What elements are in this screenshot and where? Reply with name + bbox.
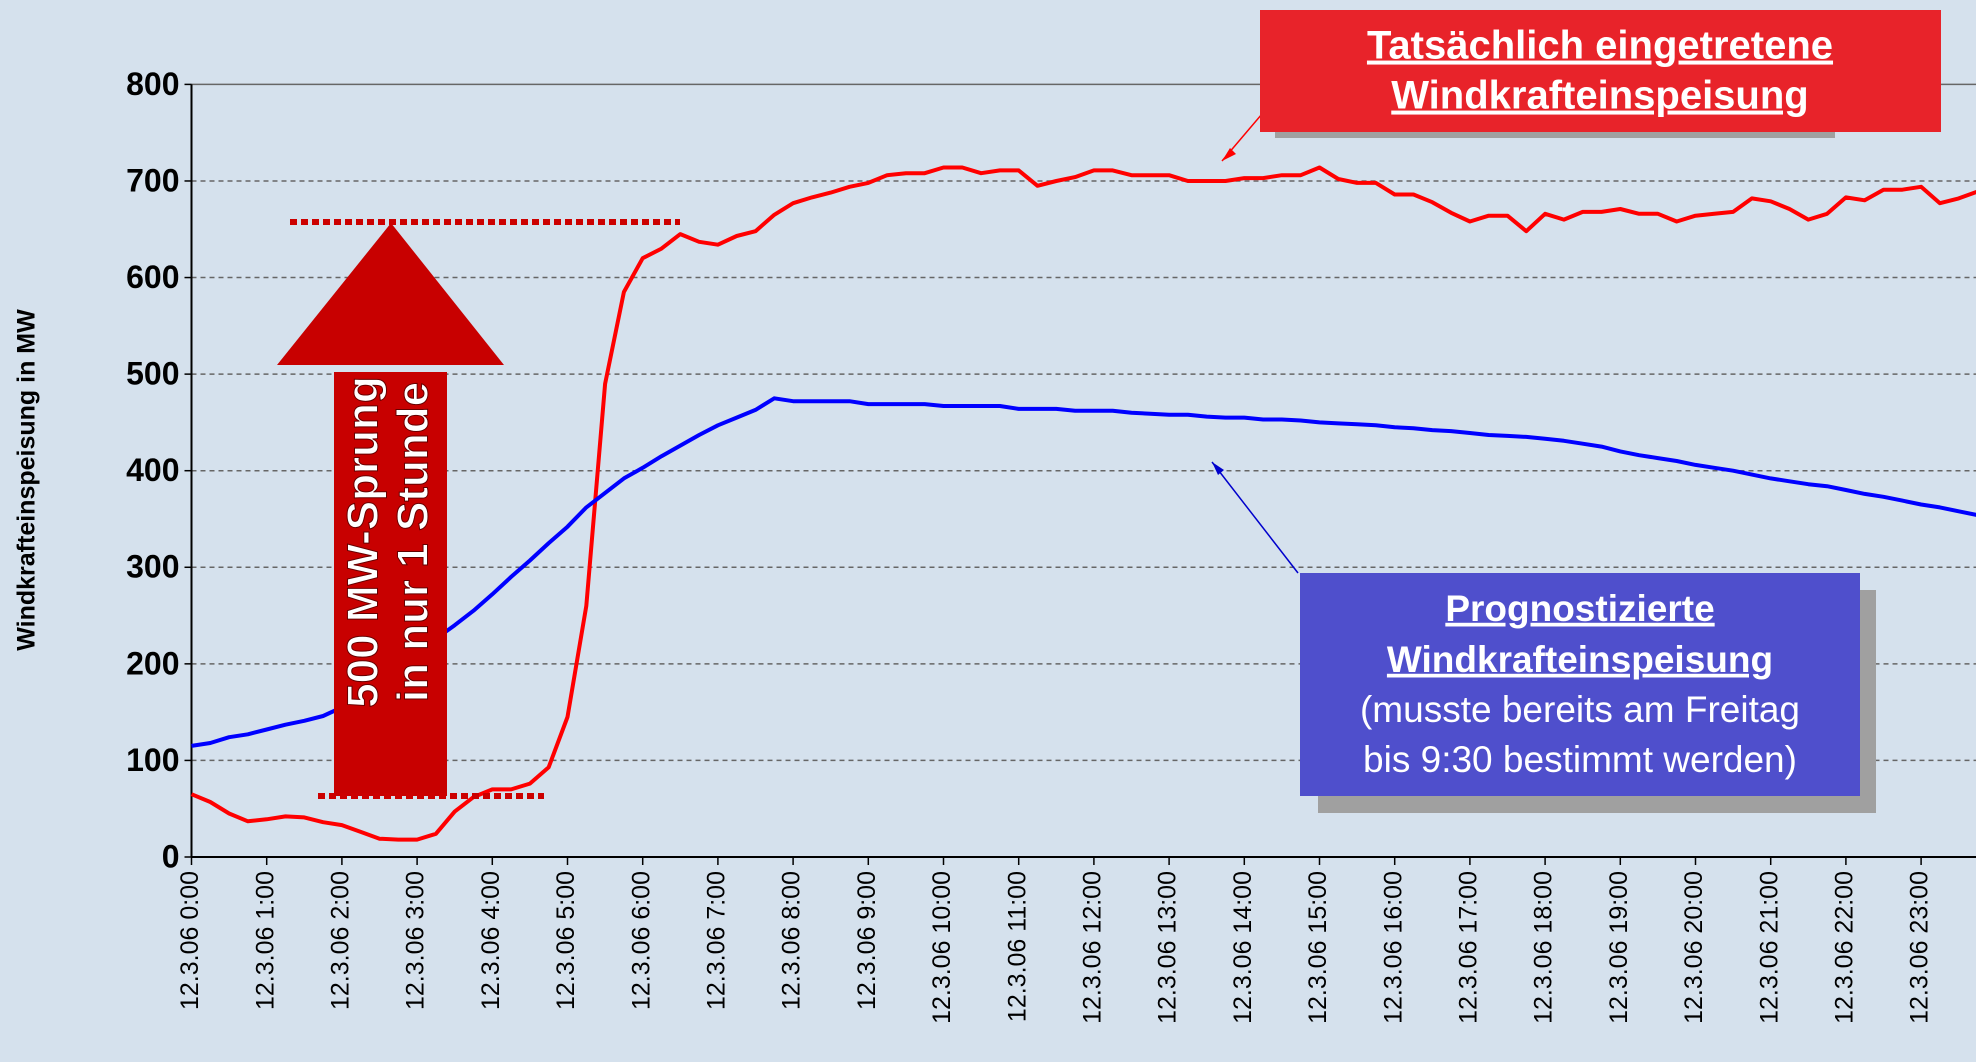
x-tick-label: 12.3.06 8:00	[778, 871, 806, 1010]
x-tick-label: 12.3.06 20:00	[1680, 871, 1708, 1024]
arrow-text: in nur 1 Stunde	[389, 382, 438, 702]
annotation-text: Windkrafteinspeisung	[1391, 74, 1808, 118]
x-tick-label: 12.3.06 23:00	[1906, 871, 1934, 1024]
annotation-box	[1260, 10, 1941, 132]
x-tick-label: 12.3.06 6:00	[627, 871, 655, 1010]
x-tick-label: 12.3.06 9:00	[853, 871, 881, 1010]
x-tick-label: 12.3.06 17:00	[1455, 871, 1483, 1024]
annotation-text: (musste bereits am Freitag	[1360, 689, 1800, 730]
y-axis-label: Windkrafteinspeisung in MW	[13, 309, 41, 651]
x-tick-label: 12.3.06 5:00	[552, 871, 580, 1010]
annotation-text: Tatsächlich eingetretene	[1367, 24, 1833, 68]
x-tick-label: 12.3.06 12:00	[1079, 871, 1107, 1024]
y-tick-label: 600	[126, 259, 179, 295]
x-tick-label: 12.3.06 13:00	[1154, 871, 1182, 1024]
x-tick-label: 12.3.06 16:00	[1379, 871, 1407, 1024]
annotation-text: bis 9:30 bestimmt werden)	[1363, 739, 1797, 780]
arrow-shaft	[334, 372, 447, 796]
x-tick-label: 12.3.06 10:00	[928, 871, 956, 1024]
y-tick-label: 800	[126, 66, 179, 102]
y-tick-label: 400	[126, 452, 179, 488]
arrow-head	[277, 223, 504, 365]
x-tick-label: 12.3.06 11:00	[1003, 871, 1031, 1022]
arrow-text: 500 MW-Sprung	[339, 376, 388, 708]
x-tick-label: 12.3.06 21:00	[1755, 871, 1783, 1024]
x-tick-label: 12.3.06 22:00	[1831, 871, 1859, 1024]
x-tick-label: 12.3.06 14:00	[1229, 871, 1257, 1024]
x-tick-label: 12.3.06 4:00	[477, 871, 505, 1010]
y-tick-label: 500	[126, 356, 179, 392]
x-tick-label: 12.3.06 0:00	[176, 871, 204, 1010]
lines	[190, 165, 1976, 842]
pointer	[1211, 461, 1299, 574]
annotation-text: Windkrafteinspeisung	[1387, 639, 1773, 680]
x-tick-label: 12.3.06 19:00	[1605, 871, 1633, 1024]
y-tick-label: 100	[126, 742, 179, 778]
series-line	[190, 165, 1976, 842]
annotation-box	[1300, 573, 1860, 796]
x-tick-label: 12.3.06 15:00	[1304, 871, 1332, 1024]
series-line	[191, 396, 1976, 748]
pointer-head	[1212, 462, 1224, 475]
x-tick-label: 12.3.06 3:00	[402, 871, 430, 1010]
y-tick-label: 0	[162, 838, 180, 874]
y-tick-label: 700	[126, 162, 179, 198]
x-tick-label: 12.3.06 18:00	[1530, 871, 1558, 1024]
y-tick-label: 300	[126, 549, 179, 585]
pointer-head	[1222, 148, 1236, 161]
x-tick-label: 12.3.06 2:00	[327, 871, 355, 1010]
grid: 0 100 200 300 400 500 600 700 800 12.3.06 0:00 12.…	[126, 66, 1976, 1024]
annotation-text: Prognostizierte	[1445, 588, 1714, 629]
y-tick-label: 200	[126, 645, 179, 681]
x-tick-label: 12.3.06 7:00	[703, 871, 731, 1010]
x-tick-label: 12.3.06 1:00	[251, 871, 279, 1010]
